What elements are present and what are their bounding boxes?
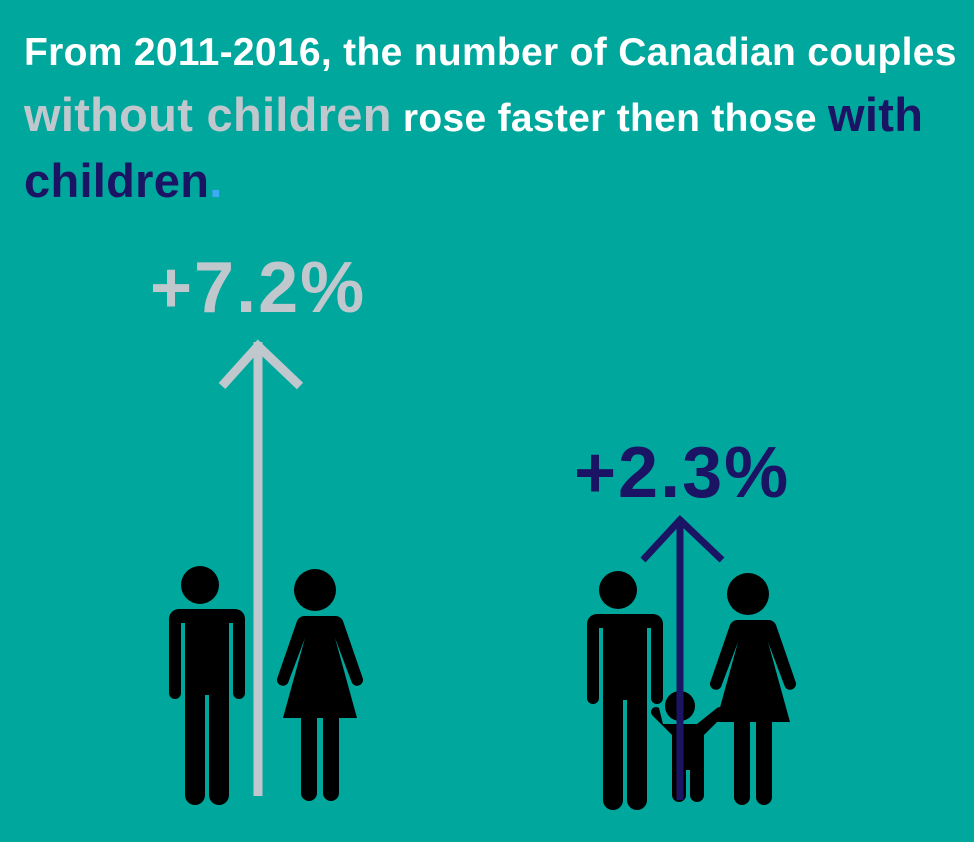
child-icon <box>651 691 725 802</box>
man-icon <box>165 566 245 805</box>
man-icon <box>583 571 663 810</box>
highlight-without-children: without children <box>24 88 392 141</box>
highlight-with-children: with children <box>24 88 924 207</box>
headline-text-2: rose faster then those <box>391 97 829 140</box>
up-arrow-icon <box>640 515 725 800</box>
headline: From 2011-2016, the number of Canadian c… <box>24 22 964 216</box>
couple-without-children <box>165 339 364 805</box>
stat-without-children: +7.2% <box>150 248 367 328</box>
woman-icon <box>709 573 797 805</box>
up-arrow-icon <box>218 339 304 796</box>
headline-text: From 2011-2016, the number of Canadian c… <box>24 31 957 74</box>
woman-icon <box>276 569 364 801</box>
stat-with-children: +2.3% <box>574 433 791 513</box>
headline-period: . <box>209 154 223 207</box>
couple-with-children <box>583 515 797 810</box>
